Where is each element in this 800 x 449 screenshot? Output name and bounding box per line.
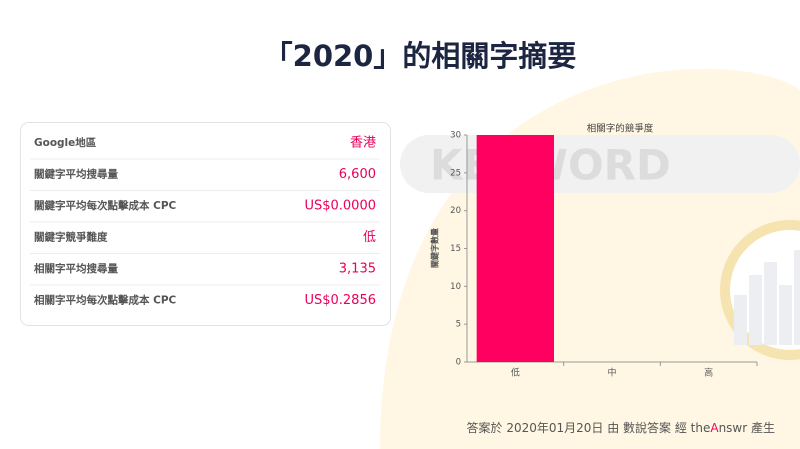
page-title: 「2020」的相關字摘要 bbox=[264, 39, 577, 73]
y-tick-label: 15 bbox=[450, 244, 461, 254]
row-label: 關鍵字平均每次點擊成本 CPC bbox=[34, 199, 177, 212]
y-tick-label: 30 bbox=[450, 131, 461, 141]
row-label: 關鍵字平均搜尋量 bbox=[34, 168, 118, 181]
footer-text: nswr 產生 bbox=[719, 420, 775, 435]
row-value: 香港 bbox=[350, 136, 376, 151]
y-tick-label: 20 bbox=[450, 206, 461, 216]
row-label: 相關字平均搜尋量 bbox=[34, 262, 118, 275]
y-tick-label: 0 bbox=[456, 358, 461, 368]
y-tick-label: 25 bbox=[450, 168, 461, 178]
footer: 答案於 2020年01月20日 由 數說答案 經 theAnswr 產生 bbox=[467, 420, 776, 435]
row-label: 關鍵字競爭難度 bbox=[34, 231, 108, 244]
y-axis-label: 關鍵字數量 bbox=[430, 228, 440, 268]
footer-text: 答案於 2020年01月20日 由 數說答案 經 the bbox=[467, 420, 711, 435]
row-value: 6,600 bbox=[339, 167, 376, 182]
row-label: Google地區 bbox=[34, 136, 97, 149]
x-tick-label: 低 bbox=[511, 367, 520, 379]
row-label: 相關字平均每次點擊成本 CPC bbox=[34, 294, 177, 307]
y-tick-label: 5 bbox=[456, 320, 461, 330]
x-tick-label: 高 bbox=[704, 367, 713, 379]
x-tick-label: 中 bbox=[607, 367, 616, 379]
chart-title: 相關字的競爭度 bbox=[587, 123, 654, 135]
bar bbox=[476, 135, 554, 362]
y-tick-label: 10 bbox=[450, 282, 461, 292]
row-value: US$0.0000 bbox=[304, 199, 376, 214]
row-value: US$0.2856 bbox=[304, 293, 376, 308]
row-value: 低 bbox=[363, 230, 376, 245]
decor-bars bbox=[734, 250, 800, 345]
row-value: 3,135 bbox=[339, 262, 376, 277]
summary-card bbox=[20, 122, 391, 326]
footer-brand-letter: A bbox=[710, 421, 719, 435]
